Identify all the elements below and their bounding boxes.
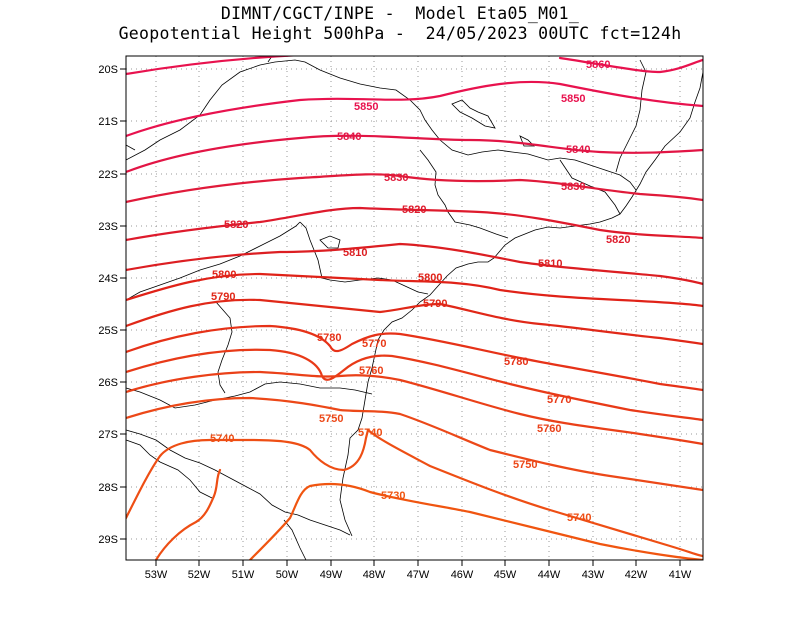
contour-label: 5820: [606, 234, 630, 246]
map-title-line-2: Geopotential Height 500hPa - 24/05/2023 …: [118, 24, 682, 43]
contour-5740-west: [126, 428, 370, 520]
coastline-and-borders: [126, 56, 703, 560]
contour-label: 5790: [423, 298, 447, 310]
country-border: [215, 301, 233, 394]
contour-label: 5810: [343, 247, 367, 259]
contour-5820: [126, 206, 703, 242]
lon-label: 52W: [188, 569, 211, 581]
contour-label: 5780: [504, 356, 528, 368]
contour-label: 5830: [561, 181, 585, 193]
lon-label: 48W: [363, 569, 386, 581]
contour-label: 5790: [211, 291, 235, 303]
lat-label: 29S: [98, 534, 118, 546]
lat-lon-grid: [126, 56, 703, 560]
lat-label: 28S: [98, 482, 118, 494]
lon-label: 47W: [407, 569, 430, 581]
contour-label: 5830: [384, 172, 408, 184]
lat-label: 21S: [98, 116, 118, 128]
contour-label: 5730: [381, 490, 405, 502]
plot-frame: [125, 55, 704, 561]
contour-label: 5740: [210, 433, 234, 445]
country-border: [126, 221, 301, 301]
contour-5780: [126, 324, 703, 392]
lat-label: 27S: [98, 429, 118, 441]
contour-label: 5750: [513, 459, 537, 471]
contour-label: 5780: [317, 332, 341, 344]
contour-label: 5750: [319, 413, 343, 425]
lat-label: 24S: [98, 273, 118, 285]
lon-label: 43W: [582, 569, 605, 581]
contour-5740-loop: [154, 468, 222, 560]
contour-label: 5740: [358, 427, 382, 439]
lon-label: 45W: [494, 569, 517, 581]
lagoon: [283, 519, 307, 560]
contour-5750: [126, 396, 703, 492]
contour-5740-east: [366, 428, 703, 558]
lat-label: 23S: [98, 221, 118, 233]
contour-5810: [126, 242, 703, 286]
contour-label: 5840: [337, 131, 361, 143]
contour-5770: [126, 348, 703, 422]
lon-label: 53W: [145, 569, 168, 581]
contour-5760: [126, 370, 703, 446]
state-border: [615, 59, 647, 173]
contour-5730: [248, 482, 703, 560]
lon-label: 49W: [320, 569, 343, 581]
contour-label: 5760: [537, 423, 561, 435]
lon-labels: 53W 52W 51W 50W 49W 48W 47W 46W 45W 44W …: [145, 569, 692, 581]
contour-label: 5770: [362, 338, 386, 350]
lon-label: 51W: [232, 569, 255, 581]
contour-5860: [126, 56, 703, 76]
lat-label: 22S: [98, 169, 118, 181]
state-border: [126, 59, 637, 191]
contour-label: 5840: [566, 144, 590, 156]
map-title-line-1: DIMNT/CGCT/INPE - Model Eta05_M01_: [220, 4, 580, 23]
lat-label: 20S: [98, 64, 118, 76]
contour-5830: [126, 173, 703, 204]
state-border: [126, 381, 373, 409]
country-border: [126, 439, 213, 499]
contour-label: 5820: [224, 219, 248, 231]
contour-5840: [126, 134, 703, 174]
lon-label: 46W: [451, 569, 474, 581]
contour-labels: 5860 5850 5850 5840 5840 5830 5830 5820 …: [210, 59, 630, 524]
lon-label: 50W: [276, 569, 299, 581]
contour-5850: [126, 80, 703, 138]
reservoir: [451, 99, 496, 129]
contour-label: 5850: [354, 101, 378, 113]
contour-lines: [126, 56, 703, 560]
contour-5800: [126, 272, 703, 308]
state-border: [299, 221, 429, 295]
contour-label: 5800: [212, 269, 236, 281]
state-border: [126, 429, 351, 536]
contour-label: 5770: [547, 394, 571, 406]
contour-label: 5740: [567, 512, 591, 524]
contour-label: 5820: [402, 204, 426, 216]
lat-label: 25S: [98, 325, 118, 337]
lon-label: 41W: [669, 569, 692, 581]
reservoir: [319, 235, 341, 249]
lon-label: 44W: [538, 569, 561, 581]
contour-label: 5860: [586, 59, 610, 71]
lat-labels: 20S 21S 22S 23S 24S 25S 26S 27S 28S 29S: [98, 64, 118, 546]
contour-label: 5800: [418, 272, 442, 284]
contour-label: 5810: [538, 258, 562, 270]
lon-ticks: [155, 560, 681, 566]
state-border: [419, 149, 509, 239]
contour-5790: [126, 298, 703, 346]
coastline: [339, 71, 703, 537]
contour-label: 5850: [561, 93, 585, 105]
lat-label: 26S: [98, 377, 118, 389]
lat-ticks: [120, 68, 126, 540]
lon-label: 42W: [625, 569, 648, 581]
contour-label: 5760: [359, 365, 383, 377]
